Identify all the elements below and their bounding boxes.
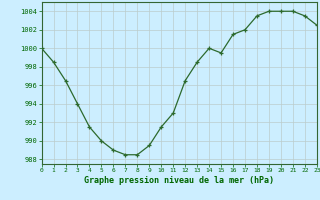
X-axis label: Graphe pression niveau de la mer (hPa): Graphe pression niveau de la mer (hPa) <box>84 176 274 185</box>
